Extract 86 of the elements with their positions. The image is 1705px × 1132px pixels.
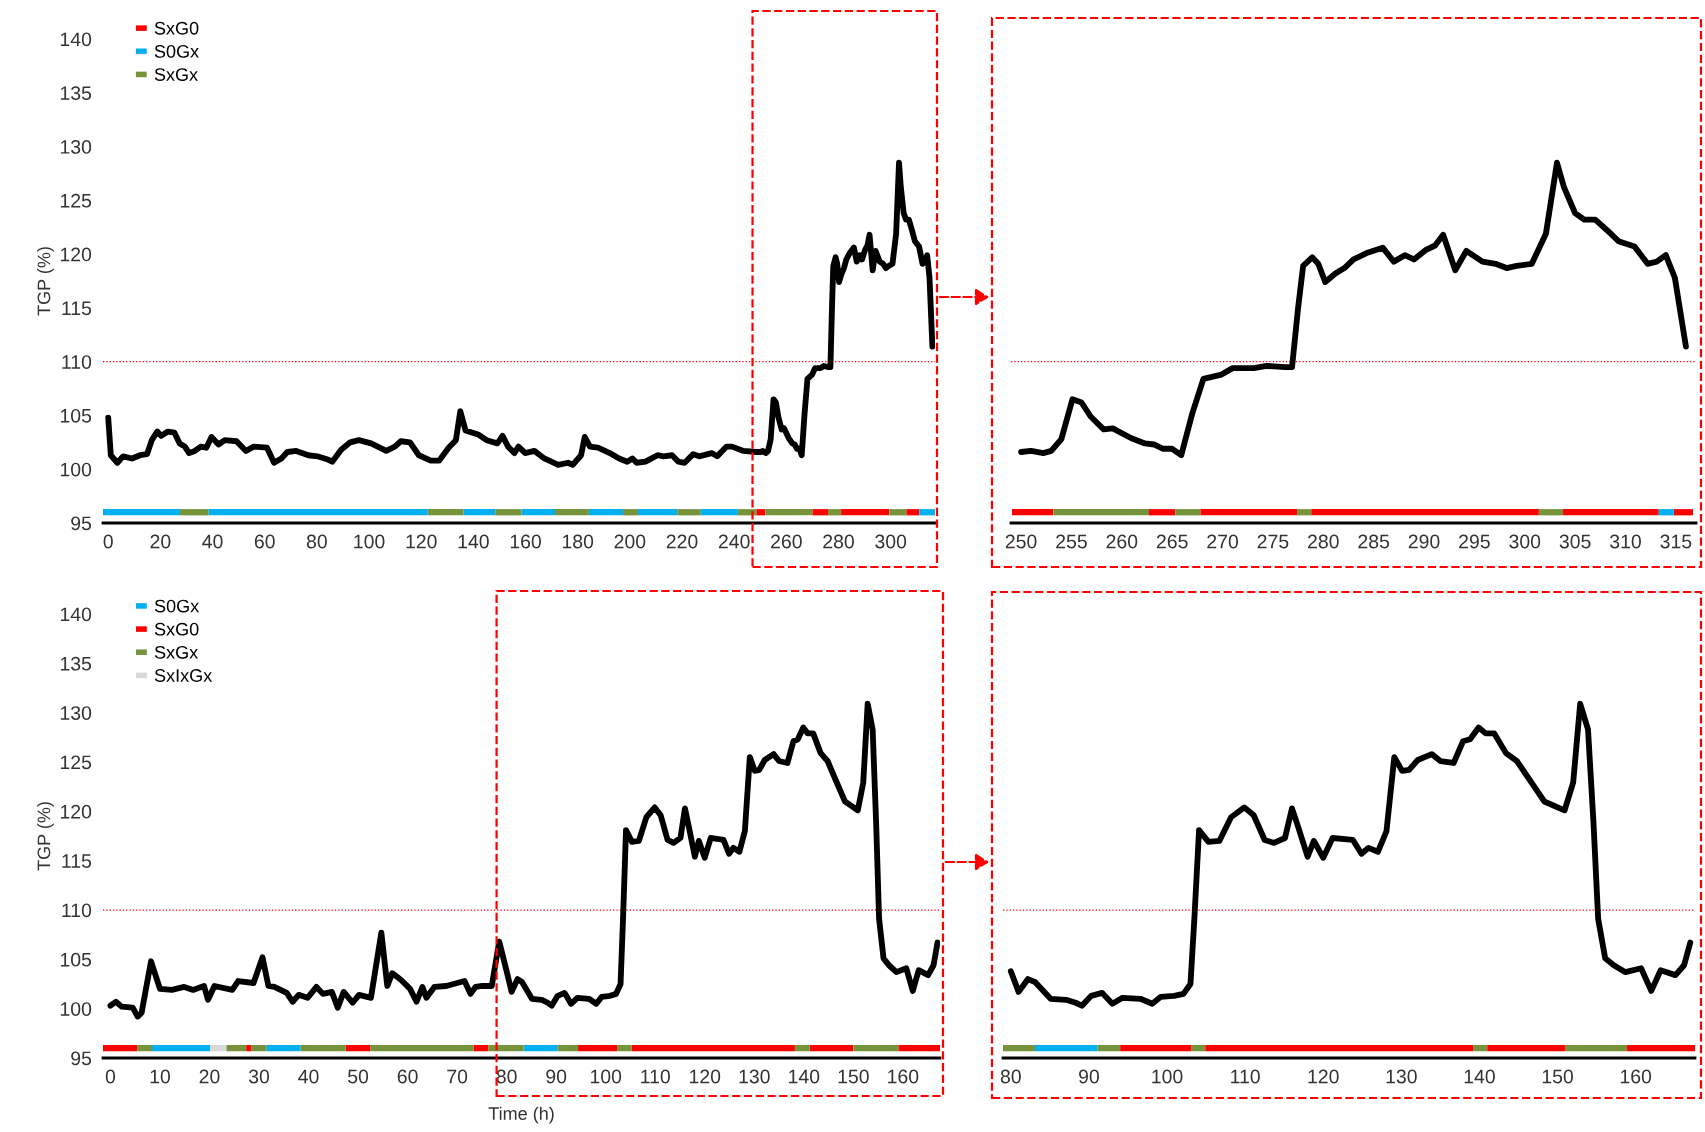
y-tick-label: 130	[60, 140, 92, 154]
x-tick-label: 265	[1156, 534, 1188, 549]
y-tick-label: 115	[62, 854, 92, 868]
y-tick-label: 135	[60, 86, 92, 101]
x-tick-label: 140	[458, 534, 489, 549]
x-axis-title: Time (h)	[488, 1106, 554, 1124]
x-tick-label: 160	[510, 534, 541, 549]
x-tick-label: 50	[348, 1069, 369, 1084]
legend-label: SxG0	[154, 622, 199, 636]
x-tick-label: 100	[590, 1069, 622, 1084]
x-tick-label: 160	[888, 1069, 919, 1084]
x-tick-label: 80	[496, 1069, 517, 1084]
x-tick-label: 60	[254, 534, 275, 549]
y-tick-label: 95	[71, 516, 92, 531]
y-axis-title: TGP (%)	[37, 247, 54, 316]
x-tick-label: 120	[1308, 1069, 1339, 1084]
x-tick-label: 150	[838, 1069, 869, 1084]
y-tick-label: 140	[60, 32, 92, 47]
x-tick-label: 240	[718, 534, 750, 549]
x-tick-label: 220	[666, 534, 698, 549]
legend-label: S0Gx	[154, 599, 200, 613]
legend-label: SxGx	[154, 645, 198, 659]
x-tick-label: 130	[1386, 1069, 1417, 1084]
x-tick-label: 150	[1542, 1069, 1573, 1084]
x-tick-label: 20	[199, 1069, 220, 1084]
x-tick-label: 90	[546, 1069, 567, 1084]
x-tick-label: 290	[1408, 534, 1440, 549]
x-tick-label: 130	[739, 1069, 770, 1084]
x-tick-label: 260	[771, 534, 802, 549]
x-tick-label: 120	[690, 1069, 721, 1084]
x-tick-label: 280	[823, 534, 854, 549]
x-tick-label: 70	[447, 1069, 468, 1084]
x-tick-label: 110	[1231, 1069, 1260, 1084]
y-tick-label: 125	[60, 755, 92, 770]
x-tick-label: 270	[1207, 534, 1239, 549]
y-tick-label: 120	[60, 247, 92, 262]
x-tick-label: 160	[1620, 1069, 1652, 1084]
y-tick-label: 100	[60, 1002, 92, 1016]
x-tick-label: 305	[1559, 534, 1591, 549]
x-tick-label: 100	[354, 534, 385, 549]
y-tick-label: 135	[60, 656, 92, 671]
y-tick-label: 105	[60, 952, 92, 967]
x-tick-label: 80	[306, 534, 327, 549]
x-tick-label: 285	[1358, 534, 1390, 549]
y-tick-label: 120	[60, 804, 92, 819]
x-tick-label: 90	[1079, 1069, 1099, 1084]
x-tick-label: 30	[248, 1069, 270, 1084]
y-tick-label: 130	[60, 706, 92, 720]
legend-label: SxGx	[154, 68, 198, 81]
x-tick-label: 275	[1257, 534, 1289, 549]
x-tick-label: 100	[1152, 1069, 1183, 1084]
legend-label: SxIxGx	[154, 669, 213, 682]
y-axis-title: TGP (%)	[37, 802, 54, 871]
x-tick-label: 80	[1000, 1069, 1021, 1084]
x-tick-label: 255	[1056, 534, 1087, 549]
x-tick-label: 140	[1464, 1069, 1495, 1084]
x-tick-label: 20	[150, 534, 171, 549]
y-tick-label: 110	[62, 355, 92, 369]
x-tick-label: 0	[105, 1069, 116, 1084]
x-tick-label: 60	[397, 1069, 418, 1084]
y-tick-label: 110	[62, 903, 92, 918]
x-tick-label: 260	[1106, 534, 1138, 549]
x-tick-label: 40	[202, 534, 223, 549]
x-tick-label: 110	[641, 1069, 670, 1084]
x-tick-label: 140	[789, 1069, 820, 1084]
y-tick-label: 115	[62, 301, 92, 316]
x-tick-label: 0	[103, 534, 113, 549]
x-tick-label: 315	[1660, 534, 1692, 549]
x-tick-label: 300	[1509, 534, 1541, 549]
x-tick-label: 120	[406, 534, 437, 549]
x-tick-label: 280	[1308, 534, 1339, 549]
x-tick-label: 180	[562, 534, 594, 549]
legend-label: SxG0	[154, 21, 199, 35]
y-tick-label: 125	[60, 193, 92, 208]
x-tick-label: 310	[1610, 534, 1641, 549]
x-tick-label: 10	[150, 1069, 171, 1084]
legend-label: S0Gx	[154, 45, 199, 58]
x-tick-label: 40	[298, 1069, 319, 1084]
x-tick-label: 250	[1005, 534, 1037, 549]
y-tick-label: 105	[60, 408, 92, 423]
x-tick-label: 200	[614, 534, 646, 549]
y-tick-label: 100	[60, 462, 92, 477]
y-tick-label: 140	[60, 607, 92, 622]
y-tick-label: 95	[71, 1051, 92, 1066]
x-tick-label: 295	[1459, 534, 1490, 549]
x-tick-label: 300	[875, 534, 907, 549]
